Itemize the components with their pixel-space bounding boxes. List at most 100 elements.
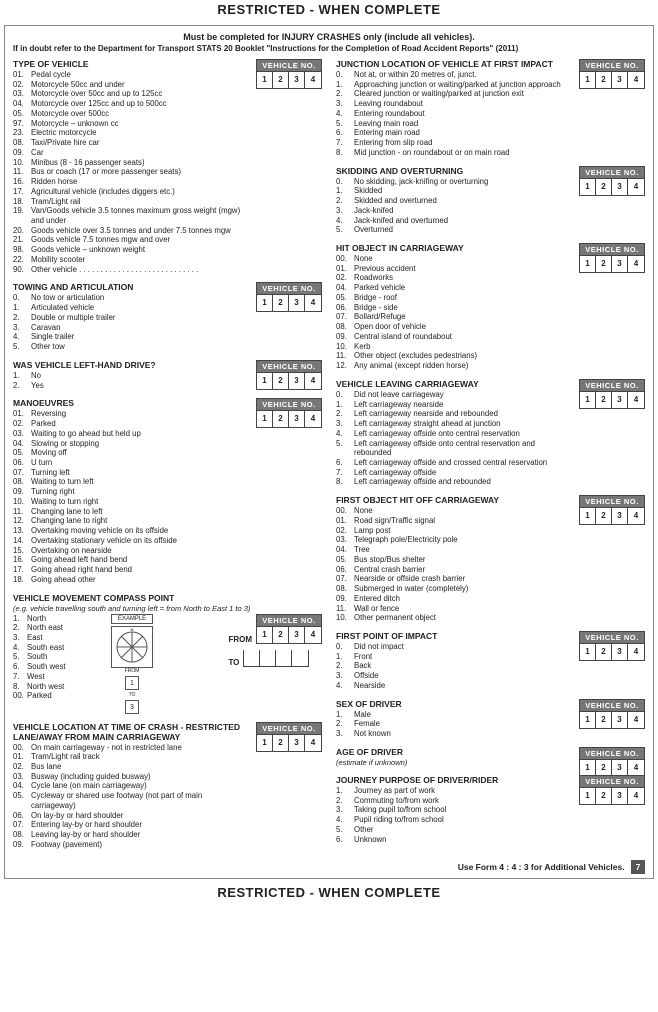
vehicle-cell[interactable]: 3 xyxy=(289,295,305,311)
vehicle-cell[interactable]: 1 xyxy=(257,373,273,389)
section-title: WAS VEHICLE LEFT-HAND DRIVE? xyxy=(13,360,248,370)
vehicle-cell[interactable]: 3 xyxy=(612,72,628,88)
vehicle-cell[interactable]: 3 xyxy=(289,411,305,427)
option-number: 3. xyxy=(336,671,354,681)
vehicle-cell[interactable]: 3 xyxy=(289,627,305,643)
vehicle-cell[interactable] xyxy=(260,650,276,666)
vehicle-cell[interactable]: 4 xyxy=(628,644,644,660)
vehicle-cell[interactable]: 4 xyxy=(628,712,644,728)
vehicle-cell[interactable]: 3 xyxy=(612,788,628,804)
vehicle-cell[interactable]: 4 xyxy=(305,735,321,751)
vehicle-cell[interactable]: 3 xyxy=(612,760,628,776)
to-label: TO xyxy=(228,658,239,667)
vehicle-cell[interactable] xyxy=(292,650,308,666)
vehicle-cell[interactable]: 1 xyxy=(580,179,596,195)
vehicle-cell[interactable]: 3 xyxy=(612,712,628,728)
vehicle-cell[interactable]: 2 xyxy=(273,72,289,88)
vehicle-cell[interactable]: 4 xyxy=(628,179,644,195)
vehicle-cell[interactable]: 3 xyxy=(289,72,305,88)
vehicle-cell[interactable]: 1 xyxy=(580,72,596,88)
option-text: Articulated vehicle xyxy=(31,303,248,313)
vehicle-cell[interactable]: 2 xyxy=(273,735,289,751)
section-title: HIT OBJECT IN CARRIAGEWAY xyxy=(336,243,571,253)
vehicle-cell[interactable] xyxy=(276,650,292,666)
vehicle-cell[interactable]: 4 xyxy=(628,72,644,88)
vehicle-number-box: VEHICLE NO.1234 xyxy=(256,722,322,752)
vehicle-cell[interactable]: 1 xyxy=(257,627,273,643)
vehicle-cell[interactable]: 4 xyxy=(628,392,644,408)
vehicle-cell[interactable]: 1 xyxy=(580,392,596,408)
vehicle-cell[interactable]: 4 xyxy=(305,627,321,643)
vehicle-cell[interactable]: 2 xyxy=(273,295,289,311)
option-number: 5. xyxy=(336,119,354,129)
vehicle-cell[interactable]: 1 xyxy=(580,712,596,728)
vehicle-cell[interactable]: 4 xyxy=(305,411,321,427)
option-text: South east xyxy=(27,643,103,653)
vehicle-cell[interactable]: 1 xyxy=(257,735,273,751)
option-number: 4. xyxy=(13,643,27,653)
vehicle-cell[interactable]: 4 xyxy=(628,788,644,804)
vehicle-number-box: VEHICLE NO.1234 xyxy=(256,360,322,390)
option-item: 1.Front xyxy=(336,652,571,662)
form-section: AGE OF DRIVER(estimate if unknown)VEHICL… xyxy=(336,747,645,767)
vehicle-cell[interactable]: 3 xyxy=(612,644,628,660)
option-item: 12.Changing lane to right xyxy=(13,516,248,526)
option-item: 08.Open door of vehicle xyxy=(336,322,571,332)
vehicle-cell[interactable]: 2 xyxy=(596,392,612,408)
option-text: Left carriageway offside and rebounded xyxy=(354,477,571,487)
vehicle-cell[interactable]: 2 xyxy=(596,256,612,272)
vehicle-cell[interactable]: 2 xyxy=(596,788,612,804)
option-item: 2.Cleared junction or waiting/parked at … xyxy=(336,89,571,99)
option-text: Motorcycle over 125cc and up to 500cc xyxy=(31,99,248,109)
vehicle-cell[interactable]: 1 xyxy=(580,508,596,524)
vehicle-cell[interactable]: 2 xyxy=(273,373,289,389)
vehicle-cell[interactable]: 1 xyxy=(580,644,596,660)
vehicle-cell[interactable]: 2 xyxy=(596,508,612,524)
option-item: 1.Journey as part of work xyxy=(336,786,571,796)
option-text: Cycleway or shared use footway (not part… xyxy=(31,791,248,810)
vehicle-cell[interactable]: 4 xyxy=(628,760,644,776)
vehicle-cell[interactable]: 1 xyxy=(257,72,273,88)
vehicle-cell[interactable]: 1 xyxy=(580,788,596,804)
vehicle-cell[interactable]: 3 xyxy=(289,735,305,751)
vehicle-cell[interactable]: 3 xyxy=(612,179,628,195)
vehicle-cell[interactable]: 1 xyxy=(580,760,596,776)
vehicle-cell[interactable]: 4 xyxy=(305,295,321,311)
vehicle-number-label: VEHICLE NO. xyxy=(579,379,645,392)
vehicle-cell[interactable]: 3 xyxy=(289,373,305,389)
option-number: 04. xyxy=(336,283,354,293)
vehicle-cell[interactable]: 4 xyxy=(628,256,644,272)
vehicle-cell[interactable]: 2 xyxy=(596,712,612,728)
vehicle-cell[interactable]: 4 xyxy=(305,72,321,88)
vehicle-cell[interactable]: 3 xyxy=(612,392,628,408)
option-text: Overtaking moving vehicle on its offside xyxy=(31,526,248,536)
form-section: WAS VEHICLE LEFT-HAND DRIVE?1.No2.YesVEH… xyxy=(13,360,322,390)
option-number: 06. xyxy=(13,458,31,468)
option-text: Unknown xyxy=(354,835,571,845)
vehicle-cell[interactable]: 2 xyxy=(596,72,612,88)
vehicle-cell[interactable]: 2 xyxy=(596,644,612,660)
vehicle-cell[interactable]: 1 xyxy=(257,295,273,311)
vehicle-cell[interactable]: 4 xyxy=(628,508,644,524)
vehicle-cell[interactable]: 3 xyxy=(612,256,628,272)
vehicle-cell[interactable]: 2 xyxy=(273,627,289,643)
vehicle-cell[interactable]: 2 xyxy=(596,760,612,776)
option-number: 1. xyxy=(336,786,354,796)
option-number: 04. xyxy=(13,781,31,791)
form-section: HIT OBJECT IN CARRIAGEWAY00.None01.Previ… xyxy=(336,243,645,371)
footer-text: Use Form 4 : 4 : 3 for Additional Vehicl… xyxy=(458,862,625,872)
option-text: Left carriageway offside and crossed cen… xyxy=(354,458,571,468)
vehicle-cell[interactable]: 1 xyxy=(257,411,273,427)
option-item: 0.Not at, or within 20 metres of, junct. xyxy=(336,70,571,80)
vehicle-cell[interactable]: 2 xyxy=(596,179,612,195)
vehicle-cell[interactable]: 1 xyxy=(580,256,596,272)
vehicle-cell[interactable]: 2 xyxy=(273,411,289,427)
option-text: Central crash barrier xyxy=(354,565,571,575)
option-text: Pupil riding to/from school xyxy=(354,815,571,825)
option-item: 01.Previous accident xyxy=(336,264,571,274)
vehicle-cell[interactable] xyxy=(244,650,260,666)
vehicle-cell[interactable]: 4 xyxy=(305,373,321,389)
vehicle-cell[interactable]: 3 xyxy=(612,508,628,524)
option-number: 1. xyxy=(336,80,354,90)
option-text: Not known xyxy=(354,729,571,739)
